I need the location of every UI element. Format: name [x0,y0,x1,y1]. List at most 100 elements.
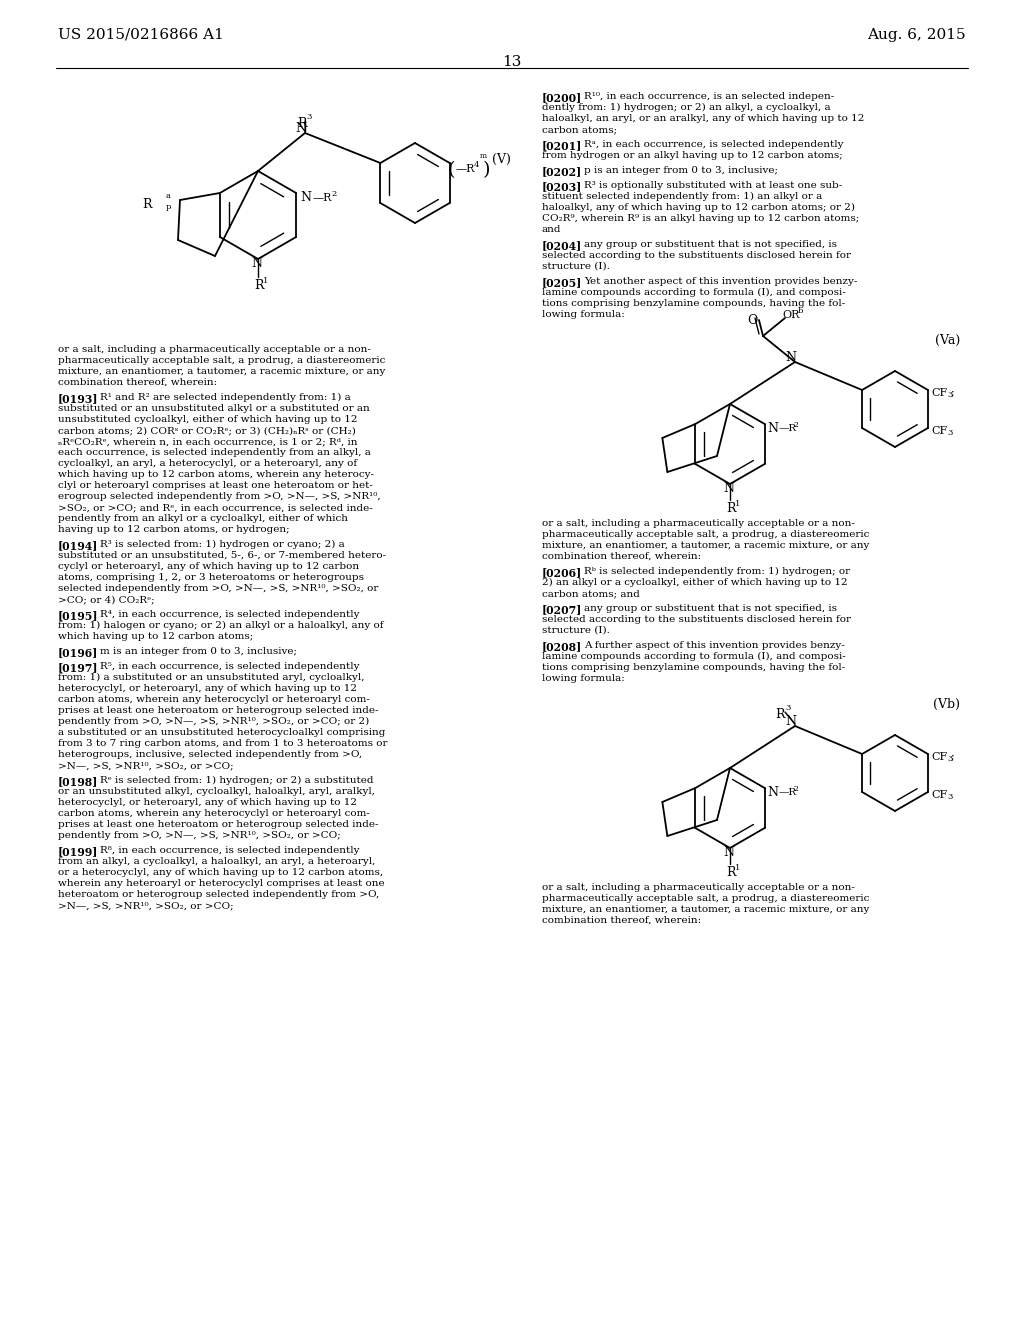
Text: Yet another aspect of this invention provides benzy-: Yet another aspect of this invention pro… [584,277,857,286]
Text: A further aspect of this invention provides benzy-: A further aspect of this invention provi… [584,642,845,649]
Text: carbon atoms;: carbon atoms; [542,125,617,135]
Text: OR: OR [782,310,800,319]
Text: [0206]: [0206] [542,568,583,578]
Text: any group or substituent that is not specified, is: any group or substituent that is not spe… [584,240,837,249]
Text: pharmaceutically acceptable salt, a prodrug, a diastereomeric: pharmaceutically acceptable salt, a prod… [542,894,869,903]
Text: N: N [723,846,734,859]
Text: any group or substituent that is not specified, is: any group or substituent that is not spe… [584,605,837,612]
Text: (Vb): (Vb) [933,698,961,711]
Text: >N—, >S, >NR¹⁰, >SO₂, or >CO;: >N—, >S, >NR¹⁰, >SO₂, or >CO; [58,762,233,770]
Text: carbon atoms; and: carbon atoms; and [542,589,640,598]
Text: 2: 2 [794,785,799,793]
Text: selected independently from >O, >N—, >S, >NR¹⁰, >SO₂, or: selected independently from >O, >N—, >S,… [58,583,379,593]
Text: cyclyl or heteroaryl, any of which having up to 12 carbon: cyclyl or heteroaryl, any of which havin… [58,562,359,572]
Text: selected according to the substituents disclosed herein for: selected according to the substituents d… [542,615,851,624]
Text: CO₂R⁹, wherein R⁹ is an alkyl having up to 12 carbon atoms;: CO₂R⁹, wherein R⁹ is an alkyl having up … [542,214,859,223]
Text: CF: CF [931,752,947,762]
Text: (V): (V) [492,153,511,166]
Text: haloalkyl, an aryl, or an aralkyl, any of which having up to 12: haloalkyl, an aryl, or an aralkyl, any o… [542,114,864,123]
Text: 3: 3 [947,755,952,763]
Text: [0204]: [0204] [542,240,583,251]
Text: atoms, comprising 1, 2, or 3 heteroatoms or heterogroups: atoms, comprising 1, 2, or 3 heteroatoms… [58,573,364,582]
Text: R: R [726,502,735,515]
Text: mixture, an enantiomer, a tautomer, a racemic mixture, or any: mixture, an enantiomer, a tautomer, a ra… [58,367,385,376]
Text: haloalkyl, any of which having up to 12 carbon atoms; or 2): haloalkyl, any of which having up to 12 … [542,203,855,213]
Text: wherein any heteroaryl or heterocyclyl comprises at least one: wherein any heteroaryl or heterocyclyl c… [58,879,385,888]
Text: (Va): (Va) [935,334,961,347]
Text: lamine compounds according to formula (I), and composi-: lamine compounds according to formula (I… [542,652,846,661]
Text: R: R [775,708,784,721]
Text: [0200]: [0200] [542,92,583,103]
Text: b: b [798,308,804,315]
Text: N: N [723,482,734,495]
Text: structure (I).: structure (I). [542,626,610,635]
Text: R: R [726,866,735,879]
Text: >CO; or 4) CO₂Rᵉ;: >CO; or 4) CO₂Rᵉ; [58,595,155,605]
Text: N: N [768,422,778,436]
Text: p is an integer from 0 to 3, inclusive;: p is an integer from 0 to 3, inclusive; [584,166,778,176]
Text: R: R [297,117,306,129]
Text: mixture, an enantiomer, a tautomer, a racemic mixture, or any: mixture, an enantiomer, a tautomer, a ra… [542,906,869,913]
Text: substituted or an unsubstituted alkyl or a substituted or an: substituted or an unsubstituted alkyl or… [58,404,370,413]
Text: each occurrence, is selected independently from an alkyl, a: each occurrence, is selected independent… [58,447,371,457]
Text: [0199]: [0199] [58,846,98,857]
Text: from hydrogen or an alkyl having up to 12 carbon atoms;: from hydrogen or an alkyl having up to 1… [542,150,843,160]
Text: [0193]: [0193] [58,393,98,404]
Text: R³ is selected from: 1) hydrogen or cyano; 2) a: R³ is selected from: 1) hydrogen or cyan… [100,540,345,549]
Text: m is an integer from 0 to 3, inclusive;: m is an integer from 0 to 3, inclusive; [100,647,297,656]
Text: prises at least one heteroatom or heterogroup selected inde-: prises at least one heteroatom or hetero… [58,706,379,715]
Text: carbon atoms, wherein any heterocyclyl or heteroaryl com-: carbon atoms, wherein any heterocyclyl o… [58,696,370,704]
Text: N: N [768,785,778,799]
Text: unsubstituted cycloalkyl, either of which having up to 12: unsubstituted cycloalkyl, either of whic… [58,414,357,424]
Text: [0195]: [0195] [58,610,98,620]
Text: tions comprising benzylamine compounds, having the fol-: tions comprising benzylamine compounds, … [542,300,845,308]
Text: mixture, an enantiomer, a tautomer, a racemic mixture, or any: mixture, an enantiomer, a tautomer, a ra… [542,541,869,550]
Text: or a salt, including a pharmaceutically acceptable or a non-: or a salt, including a pharmaceutically … [542,519,855,528]
Text: N: N [785,351,797,364]
Text: carbon atoms, wherein any heterocyclyl or heteroaryl com-: carbon atoms, wherein any heterocyclyl o… [58,809,370,818]
Text: lamine compounds according to formula (I), and composi-: lamine compounds according to formula (I… [542,288,846,297]
Text: tions comprising benzylamine compounds, having the fol-: tions comprising benzylamine compounds, … [542,663,845,672]
Text: from: 1) halogen or cyano; or 2) an alkyl or a haloalkyl, any of: from: 1) halogen or cyano; or 2) an alky… [58,620,384,630]
Text: Aug. 6, 2015: Aug. 6, 2015 [867,28,966,42]
Text: [0196]: [0196] [58,647,98,657]
Text: or a heterocyclyl, any of which having up to 12 carbon atoms,: or a heterocyclyl, any of which having u… [58,869,383,876]
Text: [0202]: [0202] [542,166,583,177]
Text: stituent selected independently from: 1) an alkyl or a: stituent selected independently from: 1)… [542,191,822,201]
Text: [0197]: [0197] [58,663,98,673]
Text: m: m [479,152,486,160]
Text: and: and [542,224,561,234]
Text: R: R [254,279,263,292]
Text: a: a [166,191,171,201]
Text: R⁵, in each occurrence, is selected independently: R⁵, in each occurrence, is selected inde… [100,663,359,671]
Text: heterocyclyl, or heteroaryl, any of which having up to 12: heterocyclyl, or heteroaryl, any of whic… [58,799,357,807]
Text: Rᵃ, in each occurrence, is selected independently: Rᵃ, in each occurrence, is selected inde… [584,140,844,149]
Text: pharmaceutically acceptable salt, a prodrug, a diastereomeric: pharmaceutically acceptable salt, a prod… [58,356,385,366]
Text: ;: ; [951,388,954,399]
Text: pharmaceutically acceptable salt, a prodrug, a diastereomeric: pharmaceutically acceptable salt, a prod… [542,531,869,539]
Text: pendently from >O, >N—, >S, >NR¹⁰, >SO₂, or >CO;: pendently from >O, >N—, >S, >NR¹⁰, >SO₂,… [58,832,341,840]
Text: or a salt, including a pharmaceutically acceptable or a non-: or a salt, including a pharmaceutically … [542,883,855,892]
Text: heteroatom or heterogroup selected independently from >O,: heteroatom or heterogroup selected indep… [58,890,379,899]
Text: N: N [300,191,311,205]
Text: lowing formula:: lowing formula: [542,675,625,682]
Text: R: R [142,198,152,211]
Text: prises at least one heteroatom or heterogroup selected inde-: prises at least one heteroatom or hetero… [58,820,379,829]
Text: —R: —R [778,424,797,433]
Text: >N—, >S, >NR¹⁰, >SO₂, or >CO;: >N—, >S, >NR¹⁰, >SO₂, or >CO; [58,902,233,909]
Text: [0194]: [0194] [58,540,98,550]
Text: heterocyclyl, or heteroaryl, any of which having up to 12: heterocyclyl, or heteroaryl, any of whic… [58,684,357,693]
Text: from an alkyl, a cycloalkyl, a haloalkyl, an aryl, a heteroaryl,: from an alkyl, a cycloalkyl, a haloalkyl… [58,857,376,866]
Text: substituted or an unsubstituted, 5-, 6-, or 7-membered hetero-: substituted or an unsubstituted, 5-, 6-,… [58,550,386,560]
Text: cycloalkyl, an aryl, a heterocyclyl, or a heteroaryl, any of: cycloalkyl, an aryl, a heterocyclyl, or … [58,459,357,469]
Text: 3: 3 [306,114,311,121]
Text: which having up to 12 carbon atoms, wherein any heterocy-: which having up to 12 carbon atoms, wher… [58,470,374,479]
Text: carbon atoms; 2) CORˢ or CO₂Rᵉ; or 3) (CH₂)ₙRˢ or (CH₂): carbon atoms; 2) CORˢ or CO₂Rᵉ; or 3) (C… [58,426,356,436]
Text: which having up to 12 carbon atoms;: which having up to 12 carbon atoms; [58,632,253,642]
Text: [0201]: [0201] [542,140,583,150]
Text: ): ) [482,161,490,180]
Text: pendently from an alkyl or a cycloalkyl, either of which: pendently from an alkyl or a cycloalkyl,… [58,513,348,523]
Text: [0208]: [0208] [542,642,583,652]
Text: 3: 3 [785,704,791,711]
Text: a substituted or an unsubstituted heterocycloalkyl comprising: a substituted or an unsubstituted hetero… [58,729,385,737]
